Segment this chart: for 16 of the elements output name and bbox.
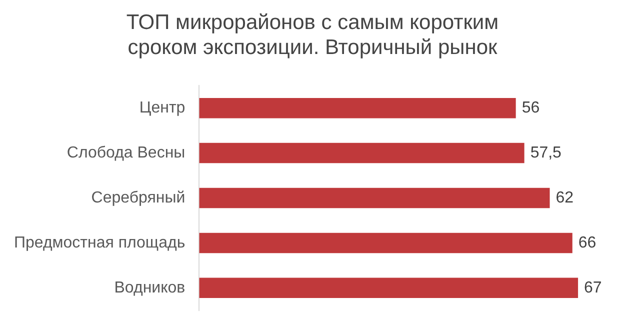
- y-tick-label: Серебряный: [91, 189, 186, 206]
- bar: [199, 278, 578, 298]
- data-label: 56: [522, 99, 540, 116]
- bar: [199, 142, 524, 164]
- chart-title: ТОП микрорайонов с самым коротким сроком экспозиции. Вторичный рынок: [125, 10, 500, 61]
- bar: [199, 188, 550, 208]
- bar: [199, 232, 572, 254]
- y-tick-label: Центр: [139, 99, 186, 116]
- data-label: 67: [584, 279, 602, 296]
- bar: [199, 98, 516, 118]
- y-tick-label: Слобода Весны: [66, 144, 186, 162]
- data-label: 66: [578, 234, 596, 252]
- data-label: 62: [556, 189, 574, 206]
- y-tick-label: Водников: [114, 279, 186, 296]
- y-tick-label: Предмостная площадь: [14, 234, 186, 252]
- data-label: 57,5: [530, 144, 562, 162]
